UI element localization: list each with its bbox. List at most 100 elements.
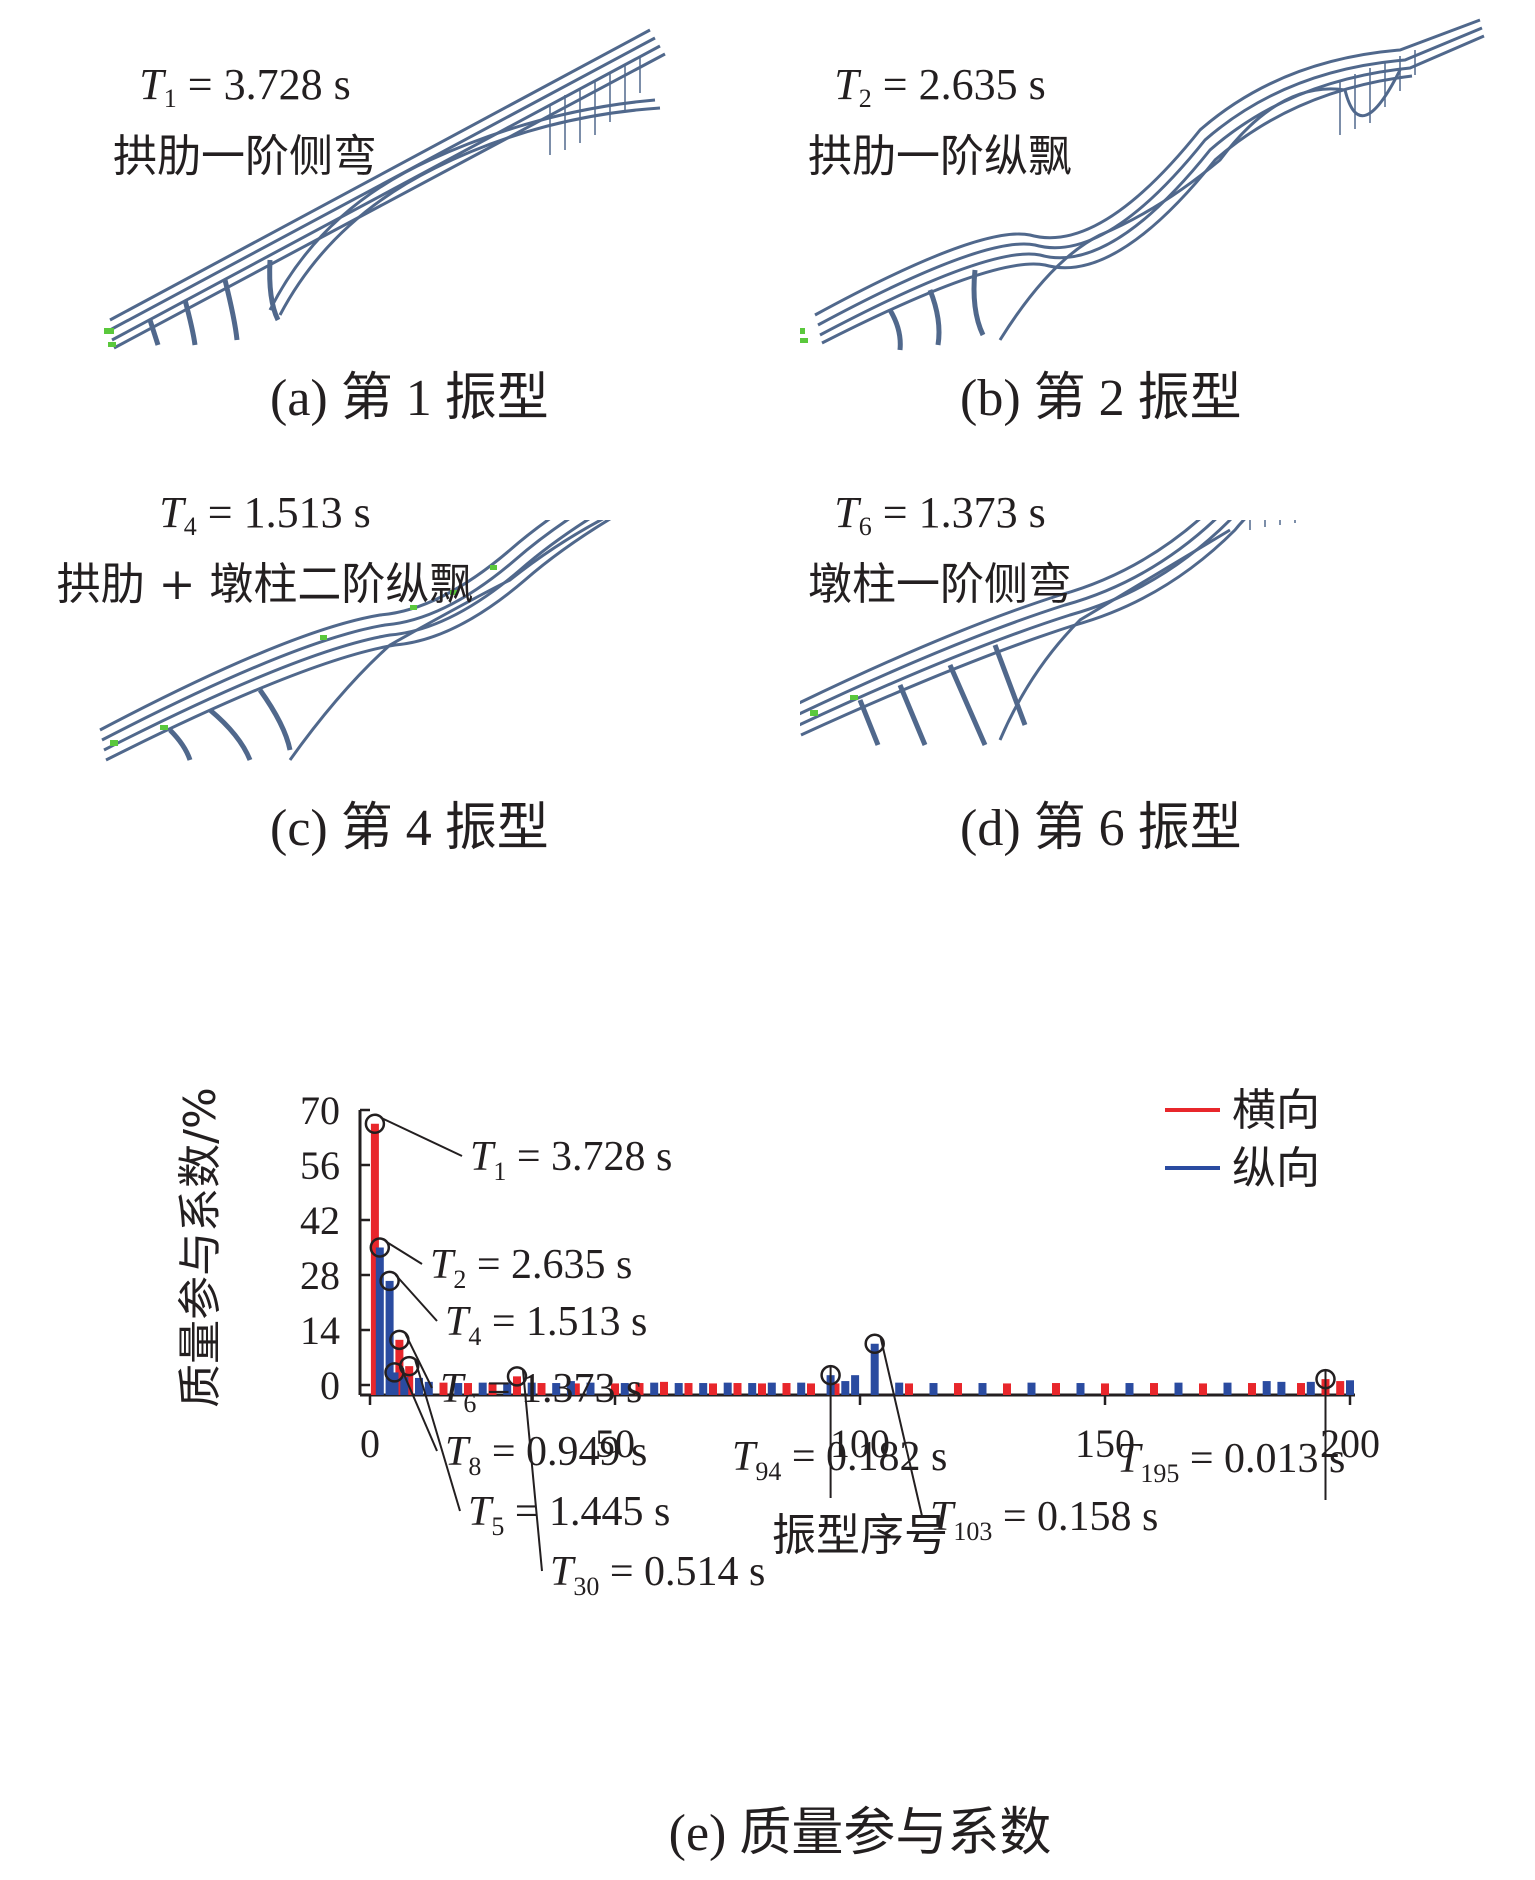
bar-longitudinal bbox=[1277, 1381, 1286, 1395]
chart-labels: 振型序号 质量参与系数/% (e) 质量参与系数 bbox=[175, 1087, 1051, 1862]
period-symbol: T bbox=[139, 60, 164, 109]
period-value: = 1.513 s bbox=[207, 488, 371, 537]
y-tick-label: 14 bbox=[300, 1308, 340, 1353]
annotation-leader bbox=[394, 1274, 438, 1322]
period-symbol: T bbox=[834, 60, 859, 109]
bar-lateral bbox=[405, 1366, 414, 1395]
annotation-leader bbox=[399, 1366, 438, 1452]
bar-longitudinal bbox=[870, 1343, 879, 1395]
bridge-mode-shape-d bbox=[800, 520, 1296, 747]
y-tick-label: 28 bbox=[300, 1253, 340, 1298]
bar-lateral bbox=[488, 1383, 497, 1395]
bar-longitudinal bbox=[978, 1383, 987, 1395]
bar-longitudinal bbox=[650, 1382, 659, 1395]
x-tick-label: 100 bbox=[830, 1421, 890, 1466]
bar-longitudinal bbox=[767, 1382, 776, 1395]
annotation-label: T1 = 3.728 s bbox=[470, 1134, 672, 1186]
bar-lateral bbox=[684, 1383, 693, 1395]
bridge-mode-shape-b bbox=[800, 18, 1485, 351]
mode-description: 墩柱一阶侧弯 bbox=[808, 559, 1072, 610]
period-subscript: 4 bbox=[183, 512, 197, 541]
bar-lateral bbox=[1101, 1383, 1109, 1395]
period-label-a: T1 = 3.728 s 拱肋一阶侧弯 bbox=[95, 56, 395, 186]
x-axis-label: 振型序号 bbox=[772, 1510, 948, 1561]
bar-lateral bbox=[905, 1383, 913, 1395]
bar-longitudinal bbox=[929, 1383, 938, 1395]
bar-lateral bbox=[1297, 1383, 1305, 1395]
annotation-marker bbox=[364, 1113, 386, 1134]
bar-longitudinal bbox=[895, 1382, 904, 1395]
period-symbol: T bbox=[834, 488, 859, 537]
bar-longitudinal bbox=[390, 1372, 399, 1395]
annotation-marker bbox=[398, 1355, 420, 1377]
bar-lateral bbox=[807, 1383, 815, 1395]
bar-lateral bbox=[1150, 1383, 1158, 1395]
annotation-leader bbox=[404, 1333, 433, 1389]
annotation-marker bbox=[379, 1270, 400, 1292]
legend-label: 纵向 bbox=[1232, 1143, 1320, 1194]
y-axis-label: 质量参与系数/% bbox=[175, 1087, 226, 1408]
y-tick-label: 70 bbox=[300, 1088, 340, 1133]
x-tick-label: 150 bbox=[1075, 1421, 1135, 1466]
annotation-label: T8 = 0.949 s bbox=[445, 1429, 647, 1481]
panel-caption-b: (b) 第 2 振型 bbox=[960, 370, 1242, 427]
panel-caption-c: (c) 第 4 振型 bbox=[270, 800, 549, 857]
period-label-b: T2 = 2.635 s 拱肋一阶纵飘 bbox=[790, 56, 1090, 186]
y-tick-label: 0 bbox=[320, 1363, 340, 1408]
bar-longitudinal bbox=[1174, 1382, 1183, 1395]
y-tick-label: 56 bbox=[300, 1143, 340, 1188]
bar-lateral bbox=[1336, 1381, 1345, 1395]
bar-longitudinal bbox=[1306, 1381, 1315, 1395]
bar-lateral bbox=[1003, 1383, 1011, 1395]
bar-lateral bbox=[439, 1382, 448, 1395]
bar-longitudinal bbox=[1223, 1382, 1232, 1395]
bar-longitudinal bbox=[620, 1383, 629, 1395]
bar-longitudinal bbox=[851, 1375, 860, 1395]
bar-lateral bbox=[733, 1383, 742, 1395]
bar-longitudinal bbox=[586, 1382, 595, 1395]
period-value: = 3.728 s bbox=[187, 60, 351, 109]
chart-caption: (e) 质量参与系数 bbox=[669, 1805, 1052, 1862]
annotation-leader bbox=[414, 1359, 461, 1512]
bar-longitudinal bbox=[1027, 1382, 1036, 1395]
bar-longitudinal bbox=[375, 1247, 384, 1395]
bar-longitudinal bbox=[527, 1382, 536, 1395]
bar-longitudinal bbox=[748, 1383, 757, 1395]
bridge-mode-shape-a bbox=[104, 28, 666, 350]
bridge-mode-shape-c bbox=[99, 520, 612, 762]
bar-longitudinal bbox=[841, 1381, 850, 1395]
mode-panel-b: T2 = 2.635 s 拱肋一阶纵飘 (b) 第 2 振型 bbox=[800, 10, 1500, 430]
annotation-label: T2 = 2.635 s bbox=[430, 1242, 632, 1294]
bar-longitudinal bbox=[552, 1383, 561, 1395]
bar-lateral bbox=[831, 1383, 840, 1395]
bar-lateral bbox=[611, 1383, 619, 1395]
period-value: = 1.373 s bbox=[882, 488, 1046, 537]
y-tick-label: 42 bbox=[300, 1198, 340, 1243]
bar-longitudinal bbox=[699, 1383, 708, 1395]
bar-lateral bbox=[537, 1383, 546, 1395]
bar-longitudinal bbox=[400, 1377, 409, 1395]
annotation-label: T4 = 1.513 s bbox=[445, 1299, 647, 1351]
mode-description: 拱肋 + 墩柱二阶纵飘 bbox=[56, 559, 474, 610]
mode-panel-d: T6 = 1.373 s 墩柱一阶侧弯 (d) 第 6 振型 bbox=[800, 488, 1500, 940]
x-tick-label: 200 bbox=[1320, 1421, 1380, 1466]
period-subscript: 6 bbox=[858, 512, 872, 541]
period-subscript: 2 bbox=[858, 84, 872, 113]
panel-caption-d: (d) 第 6 振型 bbox=[960, 800, 1242, 857]
bar-lateral bbox=[1052, 1383, 1060, 1395]
bar-lateral bbox=[660, 1381, 668, 1395]
bar-longitudinal bbox=[1076, 1383, 1085, 1395]
bar-longitudinal bbox=[415, 1377, 423, 1395]
mode-panel-c: T4 = 1.513 s 拱肋 + 墩柱二阶纵飘 (c) 第 4 振型 bbox=[57, 488, 790, 940]
annotation-label: T195 = 0.013 s bbox=[1117, 1436, 1345, 1488]
period-label-d: T6 = 1.373 s 墩柱一阶侧弯 bbox=[790, 484, 1090, 614]
bar-lateral bbox=[464, 1383, 472, 1395]
bar-longitudinal bbox=[1346, 1380, 1354, 1395]
bar-longitudinal bbox=[454, 1383, 463, 1395]
bar-longitudinal bbox=[424, 1381, 433, 1395]
bar-lateral bbox=[758, 1383, 766, 1395]
bar-lateral bbox=[709, 1383, 717, 1395]
mode-description: 拱肋一阶侧弯 bbox=[113, 131, 377, 182]
legend-label: 横向 bbox=[1232, 1085, 1320, 1136]
